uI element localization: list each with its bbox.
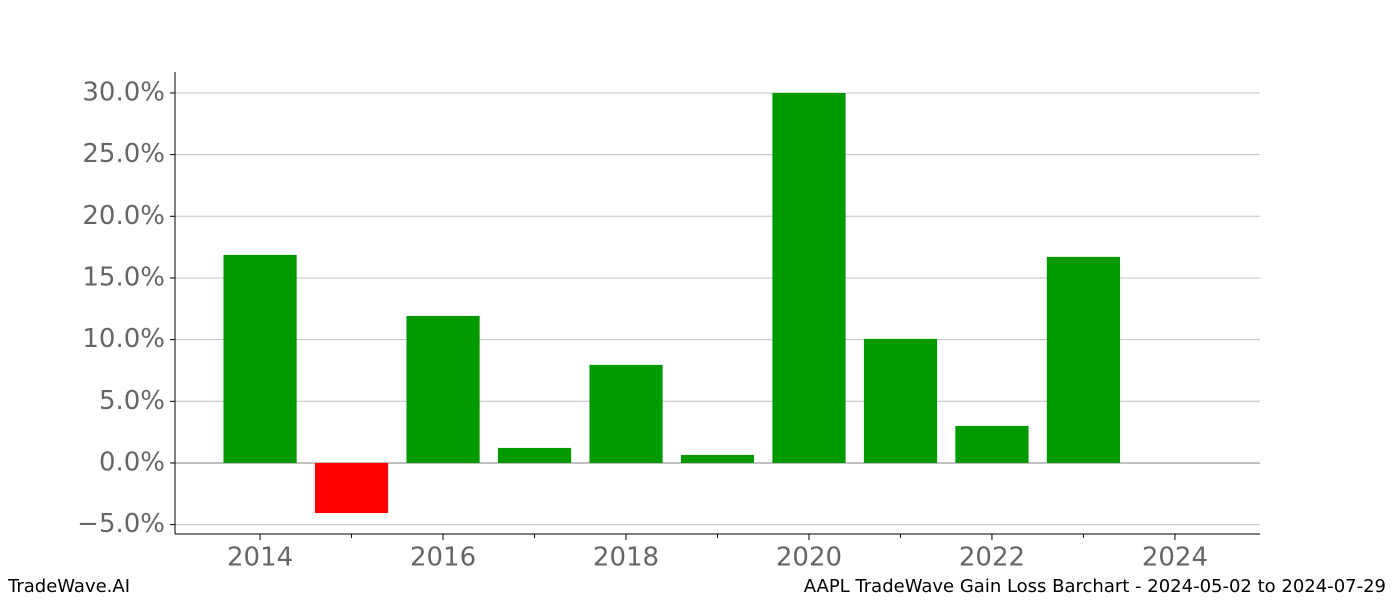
x-tick-label: 2024 bbox=[1142, 543, 1208, 573]
bar bbox=[1046, 256, 1121, 463]
x-tick-label: 2016 bbox=[410, 543, 476, 573]
footer-right: AAPL TradeWave Gain Loss Barchart - 2024… bbox=[804, 576, 1386, 597]
footer-left: TradeWave.AI bbox=[7, 576, 130, 597]
x-tick-label: 2014 bbox=[227, 543, 293, 573]
y-tick-label: 30.0% bbox=[82, 77, 165, 107]
y-tick-label: 20.0% bbox=[82, 201, 165, 231]
bar bbox=[680, 454, 755, 463]
y-tick-label: 10.0% bbox=[82, 324, 165, 354]
x-tick-label: 2020 bbox=[776, 543, 842, 573]
y-tick-label: 0.0% bbox=[99, 447, 165, 477]
x-tick-label: 2018 bbox=[593, 543, 659, 573]
bar bbox=[223, 254, 297, 463]
bar bbox=[497, 447, 572, 463]
x-tick-label: 2022 bbox=[959, 543, 1025, 573]
bar bbox=[863, 338, 938, 463]
y-tick-label: −5.0% bbox=[77, 509, 165, 539]
bar bbox=[955, 425, 1029, 463]
bar bbox=[589, 364, 663, 463]
y-tick-label: 25.0% bbox=[82, 139, 165, 169]
bar bbox=[406, 315, 480, 463]
y-tick-label: 15.0% bbox=[82, 262, 165, 292]
bar bbox=[772, 92, 846, 463]
y-tick-label: 5.0% bbox=[99, 386, 165, 416]
bar bbox=[314, 462, 389, 514]
